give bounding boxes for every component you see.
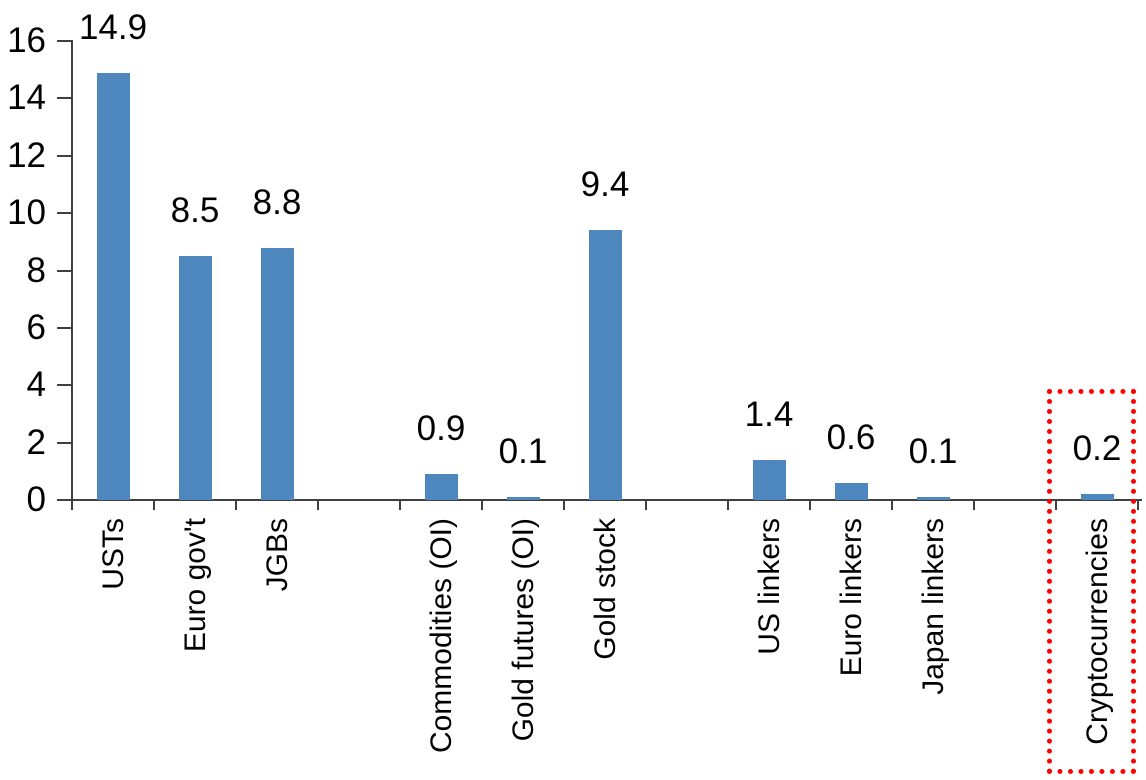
y-axis-tick	[57, 40, 72, 42]
y-axis-tick-label: 8	[26, 250, 46, 290]
bar-value-label-us-linkers: 1.4	[744, 394, 794, 434]
category-label-text: USTs	[96, 518, 130, 590]
y-axis-tick-label: 16	[7, 21, 46, 60]
x-axis-tick	[235, 500, 237, 510]
bar-value-label-jgbs: 8.8	[252, 182, 302, 222]
x-axis-tick	[153, 500, 155, 510]
category-label-gold-stock: Gold stock	[580, 518, 630, 776]
bar-euro-linkers	[834, 482, 868, 500]
bar-value-label-euro-linkers: 0.6	[826, 417, 876, 457]
x-axis-tick	[563, 500, 565, 510]
y-axis-tick	[57, 154, 72, 157]
y-axis-tick-label: 10	[7, 193, 46, 233]
category-label-euro-gov-t: Euro gov't	[170, 518, 220, 776]
y-axis-tick	[57, 499, 72, 501]
x-axis-tick	[1055, 500, 1057, 510]
category-label-gold-futures-oi: Gold futures (OI)	[498, 518, 548, 776]
bar-japan-linkers	[916, 497, 950, 500]
x-axis-tick	[809, 500, 811, 510]
bar-us-linkers	[752, 459, 786, 500]
bar-value-label-commodities-oi: 0.9	[416, 409, 466, 449]
x-axis-tick	[481, 500, 483, 510]
category-label-japan-linkers: Japan linkers	[908, 518, 958, 776]
category-label-text: Commodities (OI)	[424, 518, 458, 754]
y-axis-tick-label: 14	[7, 78, 46, 118]
category-label-usts: USTs	[88, 518, 138, 776]
y-axis-tick	[57, 326, 72, 329]
category-label-text: JGBs	[260, 518, 294, 592]
x-axis-tick	[891, 500, 893, 510]
y-axis-tick	[57, 269, 72, 272]
x-axis-line	[57, 499, 1142, 501]
bar-value-label-usts: 14.9	[78, 7, 148, 47]
y-axis-line	[71, 40, 73, 510]
y-axis-tick-label: 2	[26, 422, 46, 462]
category-label-text: US linkers	[752, 518, 786, 655]
bar-value-label-cryptocurrencies: 0.2	[1072, 429, 1122, 469]
x-axis-tick	[317, 500, 319, 510]
highlight-box-cryptocurrencies	[1047, 389, 1136, 774]
bar-value-label-gold-stock: 9.4	[580, 165, 630, 205]
bar-value-label-japan-linkers: 0.1	[908, 432, 958, 472]
bar-value-label-gold-futures-oi: 0.1	[498, 432, 548, 472]
category-label-text: Japan linkers	[916, 518, 950, 695]
bar-gold-futures-oi	[506, 497, 540, 500]
y-axis-tick	[57, 97, 72, 100]
bar-euro-gov-t	[178, 256, 212, 500]
bar-commodities-oi	[424, 474, 458, 500]
category-label-text: Gold stock	[588, 518, 622, 660]
x-axis-tick	[1137, 500, 1139, 510]
category-label-jgbs: JGBs	[252, 518, 302, 776]
x-axis-tick	[645, 500, 647, 510]
y-axis-tick	[57, 384, 72, 387]
category-label-text: Euro linkers	[834, 518, 868, 677]
y-axis-tick-label: 4	[26, 365, 46, 405]
y-axis-tick-label: 0	[26, 480, 46, 519]
bar-jgbs	[260, 247, 294, 500]
y-axis-tick	[57, 441, 72, 444]
bar-gold-stock	[588, 230, 622, 500]
category-label-commodities-oi: Commodities (OI)	[416, 518, 466, 776]
x-axis-tick	[399, 500, 401, 510]
x-axis-tick	[727, 500, 729, 510]
x-axis-tick	[973, 500, 975, 510]
category-label-euro-linkers: Euro linkers	[826, 518, 876, 776]
bar-usts	[96, 72, 130, 500]
y-axis-tick-label: 12	[7, 135, 46, 175]
category-label-us-linkers: US linkers	[744, 518, 794, 776]
x-axis-tick	[71, 500, 73, 510]
category-label-text: Gold futures (OI)	[506, 518, 540, 742]
y-axis-tick	[57, 212, 72, 215]
bar-value-label-euro-gov-t: 8.5	[170, 191, 220, 231]
bar-cryptocurrencies	[1080, 494, 1114, 500]
category-label-text: Euro gov't	[178, 518, 212, 653]
y-axis-tick-label: 6	[26, 307, 46, 347]
